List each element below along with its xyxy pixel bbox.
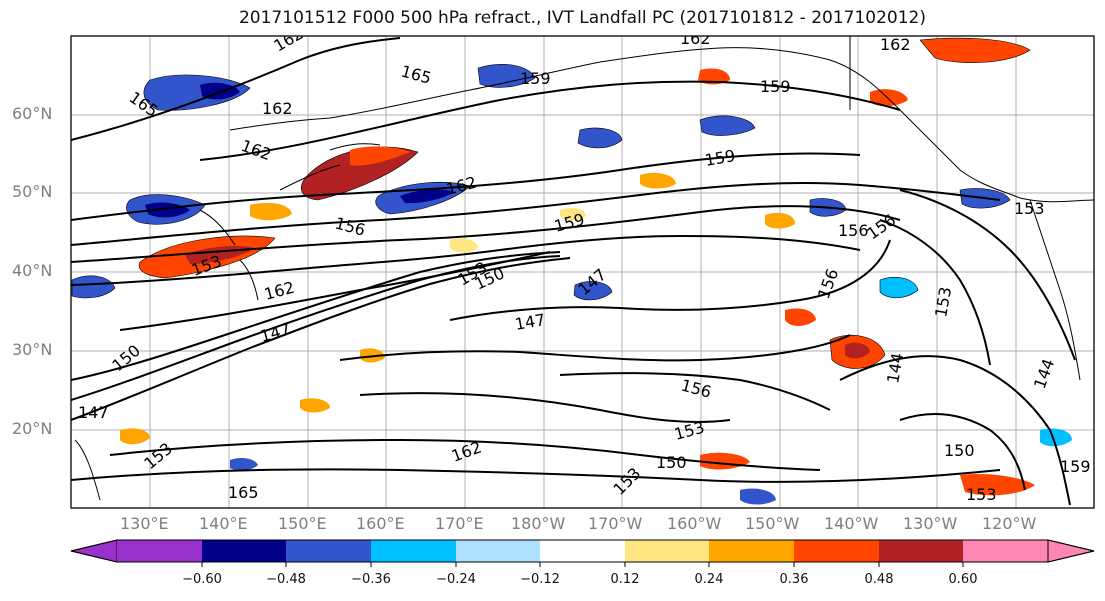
colorbar xyxy=(70,539,1095,567)
height-contours xyxy=(71,37,1076,506)
lat-label-50n: 50°N xyxy=(12,182,53,201)
colorbar-low-extension xyxy=(70,539,118,563)
lon-label-140w: 140°W xyxy=(824,514,879,533)
colorbar-high-extension xyxy=(1047,539,1095,563)
lon-label-170w: 170°W xyxy=(588,514,643,533)
lon-label-150w: 150°W xyxy=(745,514,800,533)
lat-label-20n: 20°N xyxy=(12,419,53,438)
colorbar-tick-label: 0.60 xyxy=(948,572,978,587)
contour-label: 162 xyxy=(880,35,911,54)
colorbar-tick-label: −0.36 xyxy=(351,572,391,587)
contour-label: 165 xyxy=(228,483,259,502)
coastlines xyxy=(74,36,1094,508)
refractivity-anomaly-fill xyxy=(71,37,1072,505)
lon-label-160w: 160°W xyxy=(667,514,722,533)
colorbar-segment xyxy=(540,540,625,562)
lon-label-130e: 130°E xyxy=(120,514,169,533)
lon-label-170e: 170°E xyxy=(435,514,484,533)
contour-label: 150 xyxy=(944,441,975,460)
contour-label: 162 xyxy=(680,29,711,48)
contour-label: 159 xyxy=(760,77,791,96)
contour-label: 159 xyxy=(520,69,551,88)
colorbar-segment xyxy=(709,540,794,562)
colorbar-segment xyxy=(456,540,540,562)
map-frame xyxy=(70,35,1095,509)
contour-label: 150 xyxy=(656,453,687,472)
lat-label-30n: 30°N xyxy=(12,340,53,359)
colorbar-tick-label: −0.12 xyxy=(520,572,560,587)
colorbar-tick-label: −0.60 xyxy=(182,572,222,587)
lon-label-140e: 140°E xyxy=(199,514,248,533)
colorbar-segment xyxy=(625,540,709,562)
colorbar-segment xyxy=(202,540,286,562)
colorbar-segment xyxy=(879,540,963,562)
lon-label-120w: 120°W xyxy=(982,514,1037,533)
map-title: 2017101512 F000 500 hPa refract., IVT La… xyxy=(238,8,926,28)
contour-label: 147 xyxy=(78,403,109,422)
colorbar-segment xyxy=(963,540,1048,562)
colorbar-segment xyxy=(794,540,879,562)
contour-label: 153 xyxy=(966,485,997,504)
lat-label-60n: 60°N xyxy=(12,104,53,123)
colorbar-segment xyxy=(371,540,456,562)
lon-label-150e: 150°E xyxy=(278,514,327,533)
colorbar-tick-label: 0.36 xyxy=(779,572,809,587)
contour-label: 153 xyxy=(1014,199,1045,218)
lon-label-160e: 160°E xyxy=(356,514,405,533)
colorbar-segment xyxy=(286,540,371,562)
colorbar-tick-label: 0.48 xyxy=(864,572,894,587)
lon-label-180w: 180°W xyxy=(511,514,566,533)
colorbar-tick-label: 0.24 xyxy=(694,572,724,587)
contour-label: 162 xyxy=(262,99,293,118)
colorbar-segment xyxy=(117,540,202,562)
lat-label-40n: 40°N xyxy=(12,261,53,280)
contour-label: 159 xyxy=(1060,457,1091,476)
colorbar-tick-label: −0.48 xyxy=(266,572,306,587)
colorbar-tick-label: 0.12 xyxy=(610,572,640,587)
colorbar-tick-label: −0.24 xyxy=(436,572,476,587)
lon-label-130w: 130°W xyxy=(903,514,958,533)
contour-label: 156 xyxy=(838,221,869,240)
